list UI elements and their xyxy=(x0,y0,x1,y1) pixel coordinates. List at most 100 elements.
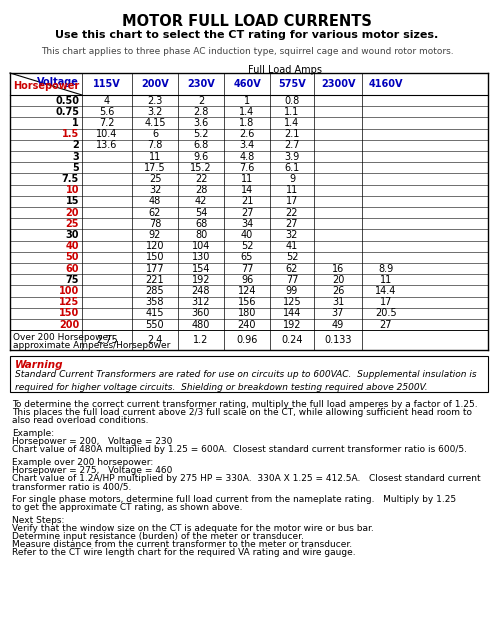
Text: 11: 11 xyxy=(380,275,392,285)
Text: Example:: Example: xyxy=(12,429,54,438)
Text: 125: 125 xyxy=(59,297,79,307)
Text: 20.5: 20.5 xyxy=(375,308,397,318)
Text: Chart value of 1.2A/HP multiplied by 275 HP = 330A.  330A X 1.25 = 412.5A.   Clo: Chart value of 1.2A/HP multiplied by 275… xyxy=(12,474,481,483)
Text: 7.8: 7.8 xyxy=(148,140,163,150)
Text: 68: 68 xyxy=(195,219,207,228)
Text: 30: 30 xyxy=(65,230,79,240)
Text: 115V: 115V xyxy=(93,79,121,89)
Text: 5: 5 xyxy=(72,163,79,173)
Text: 31: 31 xyxy=(332,297,344,307)
Text: Verify that the window size on the CT is adequate for the motor wire or bus bar.: Verify that the window size on the CT is… xyxy=(12,524,374,533)
Text: 1.5: 1.5 xyxy=(62,129,79,139)
Text: 2.8: 2.8 xyxy=(194,107,209,116)
Bar xyxy=(10,356,488,392)
Text: 2.6: 2.6 xyxy=(239,129,255,139)
Text: 75: 75 xyxy=(65,275,79,285)
Text: 52: 52 xyxy=(286,252,298,262)
Text: 37: 37 xyxy=(332,308,344,318)
Text: 6.8: 6.8 xyxy=(194,140,208,150)
Text: 0.50: 0.50 xyxy=(55,95,79,106)
Text: 358: 358 xyxy=(146,297,164,307)
Text: 10.4: 10.4 xyxy=(97,129,118,139)
Text: 54: 54 xyxy=(195,207,207,218)
Text: 2.4: 2.4 xyxy=(148,335,163,345)
Text: 17: 17 xyxy=(286,196,298,206)
Text: 2: 2 xyxy=(72,140,79,150)
Text: 16: 16 xyxy=(332,264,344,274)
Text: 6.1: 6.1 xyxy=(284,163,299,173)
Text: 52: 52 xyxy=(241,241,253,251)
Text: 17.5: 17.5 xyxy=(144,163,166,173)
Text: 230V: 230V xyxy=(187,79,215,89)
Text: 192: 192 xyxy=(283,319,301,330)
Text: 104: 104 xyxy=(192,241,210,251)
Text: 99: 99 xyxy=(286,286,298,296)
Text: 4: 4 xyxy=(104,95,110,106)
Text: 40: 40 xyxy=(241,230,253,240)
Text: 22: 22 xyxy=(286,207,298,218)
Text: 32: 32 xyxy=(286,230,298,240)
Text: 41: 41 xyxy=(286,241,298,251)
Text: 3.9: 3.9 xyxy=(284,152,299,161)
Text: 550: 550 xyxy=(146,319,164,330)
Text: 2300V: 2300V xyxy=(321,79,355,89)
Text: Chart value of 480A multiplied by 1.25 = 600A.  Closest standard current transfo: Chart value of 480A multiplied by 1.25 =… xyxy=(12,445,467,454)
Text: 415: 415 xyxy=(146,308,164,318)
Text: 360: 360 xyxy=(192,308,210,318)
Text: 200: 200 xyxy=(59,319,79,330)
Text: 200V: 200V xyxy=(141,79,169,89)
Text: transformer ratio is 400/5.: transformer ratio is 400/5. xyxy=(12,482,131,492)
Text: 3.2: 3.2 xyxy=(148,107,163,116)
Text: 40: 40 xyxy=(65,241,79,251)
Text: 50: 50 xyxy=(65,252,79,262)
Text: 0.133: 0.133 xyxy=(324,335,352,345)
Text: to get the approximate CT rating, as shown above.: to get the approximate CT rating, as sho… xyxy=(12,503,243,512)
Text: 100: 100 xyxy=(59,286,79,296)
Text: 77: 77 xyxy=(286,275,298,285)
Text: For single phase motors, determine full load current from the nameplate rating. : For single phase motors, determine full … xyxy=(12,495,456,504)
Text: 11: 11 xyxy=(241,174,253,184)
Text: approximate Amperes/Horsepower: approximate Amperes/Horsepower xyxy=(13,341,170,350)
Text: Voltage: Voltage xyxy=(37,77,79,87)
Text: 7.5: 7.5 xyxy=(62,174,79,184)
Text: 1.8: 1.8 xyxy=(240,118,254,128)
Text: Next Steps:: Next Steps: xyxy=(12,516,64,525)
Text: 1: 1 xyxy=(72,118,79,128)
Text: Horsepower = 200,   Voltage = 230: Horsepower = 200, Voltage = 230 xyxy=(12,437,172,446)
Text: 34: 34 xyxy=(241,219,253,228)
Text: 130: 130 xyxy=(192,252,210,262)
Text: 13.6: 13.6 xyxy=(97,140,118,150)
Text: 21: 21 xyxy=(241,196,253,206)
Text: 4.8: 4.8 xyxy=(240,152,254,161)
Text: 9.6: 9.6 xyxy=(194,152,208,161)
Text: 42: 42 xyxy=(195,196,207,206)
Text: 2.3: 2.3 xyxy=(148,95,163,106)
Text: 62: 62 xyxy=(286,264,298,274)
Text: 3.6: 3.6 xyxy=(194,118,208,128)
Text: 27: 27 xyxy=(286,219,298,228)
Text: 0.75: 0.75 xyxy=(55,107,79,116)
Text: 4.15: 4.15 xyxy=(144,118,166,128)
Text: Example over 200 horsepower:: Example over 200 horsepower: xyxy=(12,458,153,467)
Text: 49: 49 xyxy=(332,319,344,330)
Text: 156: 156 xyxy=(238,297,256,307)
Text: 3.4: 3.4 xyxy=(240,140,254,150)
Text: 92: 92 xyxy=(149,230,161,240)
Text: This chart applies to three phase AC induction type, squirrel cage and wound rot: This chart applies to three phase AC ind… xyxy=(41,47,453,56)
Text: 27: 27 xyxy=(380,319,392,330)
Text: 312: 312 xyxy=(192,297,210,307)
Text: 1.2: 1.2 xyxy=(194,335,209,345)
Text: 3: 3 xyxy=(72,152,79,161)
Text: 25: 25 xyxy=(149,174,161,184)
Text: 177: 177 xyxy=(146,264,164,274)
Text: 150: 150 xyxy=(59,308,79,318)
Text: 460V: 460V xyxy=(233,79,261,89)
Text: 62: 62 xyxy=(149,207,161,218)
Text: Refer to the CT wire length chart for the required VA rating and wire gauge.: Refer to the CT wire length chart for th… xyxy=(12,548,355,557)
Text: 2.1: 2.1 xyxy=(284,129,299,139)
Text: 120: 120 xyxy=(146,241,164,251)
Text: 0.8: 0.8 xyxy=(284,95,299,106)
Text: 60: 60 xyxy=(65,264,79,274)
Text: also read overload conditions.: also read overload conditions. xyxy=(12,416,148,425)
Text: Standard Current Transformers are rated for use on circuits up to 600VAC.  Suppl: Standard Current Transformers are rated … xyxy=(15,370,477,392)
